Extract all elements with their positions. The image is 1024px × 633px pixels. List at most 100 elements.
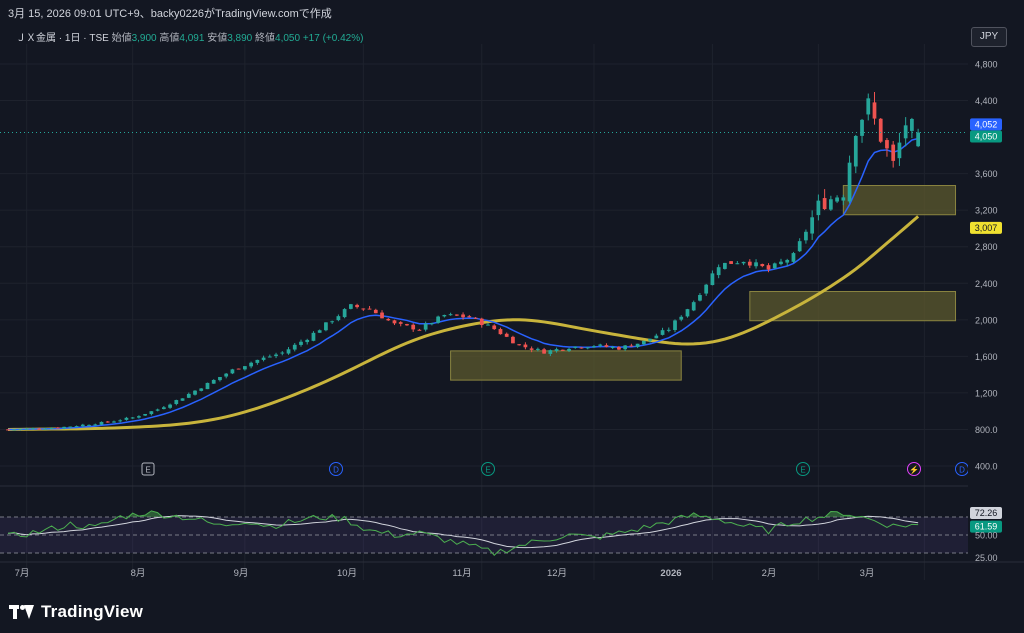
candle-body <box>529 348 534 350</box>
price-tick-label: 2,000 <box>975 315 998 325</box>
candle-body <box>99 421 104 425</box>
candle-body <box>498 329 503 335</box>
candle-body <box>554 349 559 351</box>
candle-body <box>274 354 278 357</box>
event-marker-split[interactable]: ⚡ <box>907 462 921 476</box>
currency-button[interactable]: JPY <box>971 27 1007 47</box>
candle-body <box>841 197 846 201</box>
event-markers[interactable]: E D E E ⚡ D <box>141 462 969 476</box>
candle-body <box>704 284 709 294</box>
candle-body <box>367 308 372 310</box>
moving-averages <box>7 137 920 431</box>
candle-body <box>37 428 42 430</box>
candle-body <box>760 264 765 267</box>
event-marker-dividend[interactable]: D <box>955 462 969 476</box>
candle-body <box>548 350 553 354</box>
price-tick-label: 2,800 <box>975 242 998 252</box>
candle-body <box>635 343 640 348</box>
event-marker-earnings[interactable]: E <box>141 462 155 476</box>
osc-label-tag <box>970 506 1002 519</box>
candle-body <box>105 421 110 423</box>
candle-body <box>12 429 17 431</box>
candle-body <box>822 198 827 210</box>
candle-body <box>673 320 677 331</box>
candle-body <box>87 424 91 426</box>
candle-body <box>878 118 883 142</box>
close-label: 終値 <box>255 33 276 44</box>
grid-lines <box>0 44 968 580</box>
candle-body <box>24 428 29 430</box>
event-marker-letter: E <box>800 466 805 475</box>
candle-body <box>504 333 509 337</box>
price-tick-label: 3,600 <box>975 169 998 179</box>
symbol-name: ＪＸ金属 · 1日 · TSE <box>16 33 109 44</box>
candle-body <box>454 314 459 316</box>
candle-body <box>511 336 515 344</box>
candle-body <box>130 417 135 419</box>
candle-body <box>610 347 615 349</box>
price-label-tag <box>970 130 1002 143</box>
price-tick-label: 1,200 <box>975 388 998 398</box>
candle-body <box>348 304 353 309</box>
price-axis[interactable]: 4,800 4,400 3,600 3,200 2,800 2,400 2,000 1,600… <box>968 22 1024 588</box>
osc-label-tag <box>970 520 1002 533</box>
tradingview-logo[interactable]: TradingView <box>9 602 143 622</box>
candle-body <box>324 322 328 331</box>
candle-body <box>180 398 185 401</box>
candle-body <box>392 320 397 324</box>
candle-body <box>211 379 216 384</box>
candle-body <box>791 253 796 262</box>
event-marker-circle <box>907 462 921 476</box>
candle-body <box>772 263 777 269</box>
candle-body <box>143 413 148 416</box>
candle-body <box>112 421 116 423</box>
candle-body <box>218 376 222 381</box>
event-marker-earnings[interactable]: E <box>796 462 810 476</box>
event-marker-dividend[interactable]: D <box>329 462 343 476</box>
candle-body <box>679 316 684 320</box>
candle-body <box>230 369 235 374</box>
chart-canvas[interactable]: E D E E ⚡ D 4,800 4,400 3,600 3,200 2,800 2,400 2,0… <box>0 22 1024 588</box>
candle-body <box>68 426 73 428</box>
event-marker-earnings[interactable]: E <box>481 462 495 476</box>
candle-body <box>174 400 179 405</box>
price-label-tag <box>970 118 1002 131</box>
candle-body <box>236 368 241 370</box>
candle-body <box>286 349 291 354</box>
candle-body <box>249 362 253 367</box>
rsi-signal-line <box>7 515 919 549</box>
candlesticks <box>6 91 920 431</box>
close-value: 4,050 <box>275 33 301 44</box>
zone-box <box>842 185 957 216</box>
osc-tick-label: 25.00 <box>975 553 998 563</box>
price-tick-label: 1,600 <box>975 352 998 362</box>
candle-body <box>741 261 746 264</box>
price-tick-label: 400.0 <box>975 462 998 472</box>
candle-body <box>592 346 596 348</box>
candle-body <box>866 98 871 115</box>
candle-body <box>93 424 98 426</box>
candle-body <box>754 262 758 267</box>
candle-body <box>186 393 191 398</box>
candle-body <box>193 390 197 395</box>
candle-body <box>623 345 628 350</box>
candle-body <box>523 344 528 348</box>
candle-body <box>691 302 696 311</box>
candle-body <box>243 366 247 370</box>
candle-body <box>199 388 204 391</box>
zone-box <box>749 290 957 322</box>
candle-body <box>373 309 378 314</box>
candle-body <box>517 344 522 346</box>
candle-body <box>747 261 752 266</box>
open-label: 始値 <box>111 33 132 44</box>
candle-body <box>710 273 715 286</box>
candle-body <box>430 323 434 325</box>
candle-body <box>467 316 472 318</box>
candle-body <box>56 427 60 429</box>
candle-body <box>155 409 160 411</box>
candle-body <box>804 231 808 241</box>
candle-body <box>828 199 833 210</box>
fast-ema-line <box>7 137 919 431</box>
time-axis[interactable]: 7月 8月 9月 10月 11月 12月 2026 2月 3月 <box>0 561 1024 579</box>
candle-body <box>641 340 646 345</box>
